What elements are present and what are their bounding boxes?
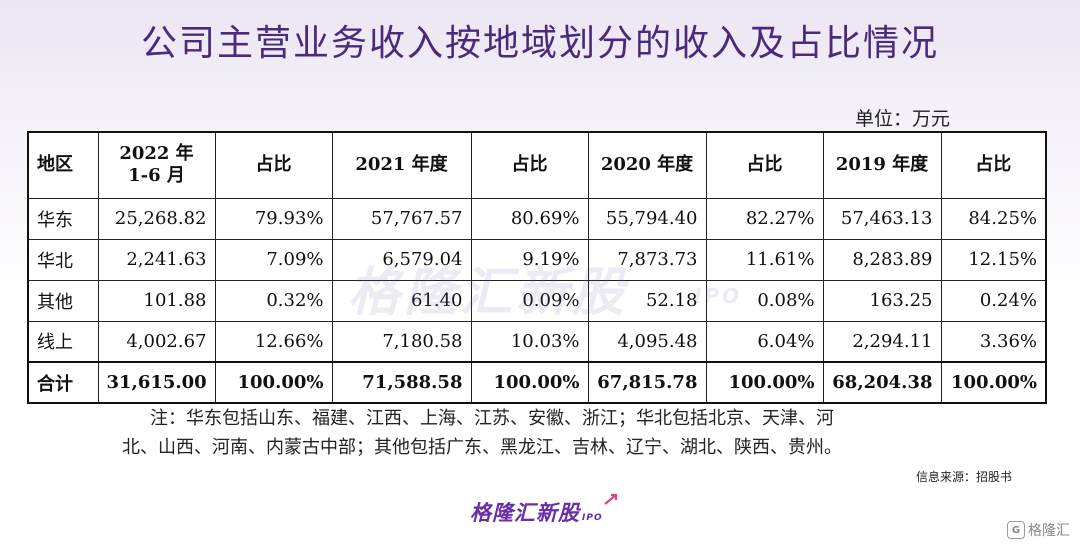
corner-text: 格隆汇 [1028, 523, 1070, 539]
corner-watermark: G 格隆汇 [1007, 520, 1070, 540]
value-cell: 11.61% [705, 238, 824, 281]
footnote-line-1: 注：华东包括山东、福建、江西、上海、江苏、安徽、浙江；华北包括北京、天津、河 [150, 408, 834, 429]
page-title: 公司主营业务收入按地域划分的收入及占比情况 [140, 23, 939, 64]
header-cell: 2022 年 1-6 月 [97, 131, 216, 199]
value-cell: 0.08% [705, 279, 824, 322]
region-cell: 华北 [27, 238, 99, 281]
table-row: 其他 101.88 0.32% 61.40 0.09% 52.18 0.08% … [27, 279, 1047, 322]
value-cell: 79.93% [214, 197, 333, 240]
table-row: 线上 4,002.67 12.66% 7,180.58 10.03% 4,095… [27, 320, 1047, 363]
region-cell: 其他 [27, 279, 99, 322]
table-header-row: 地区 2022 年 1-6 月 占比 2021 年度 占比 2020 年度 占比… [27, 131, 1047, 199]
footnote: 注：华东包括山东、福建、江西、上海、江苏、安徽、浙江；华北包括北京、天津、河 北… [122, 404, 1002, 462]
value-cell: 4,095.48 [587, 320, 707, 363]
value-cell: 25,268.82 [97, 197, 216, 240]
value-cell: 0.32% [214, 279, 333, 322]
revenue-table: 地区 2022 年 1-6 月 占比 2021 年度 占比 2020 年度 占比… [27, 131, 1047, 404]
value-cell: 12.66% [214, 320, 333, 363]
watermark-ipo: IPO [694, 284, 743, 308]
logo-text: 格隆汇新股 [470, 501, 580, 525]
region-cell: 线上 [27, 320, 99, 363]
total-value-cell: 68,204.38 [822, 361, 942, 404]
value-cell: 163.25 [822, 279, 942, 322]
total-value-cell: 31,615.00 [97, 361, 216, 404]
header-cell: 占比 [705, 131, 824, 199]
header-cell: 2019 年度 [822, 131, 942, 199]
header-cell: 2020 年度 [587, 131, 707, 199]
unit-label: 单位：万元 [854, 108, 950, 130]
source-label: 信息来源：招股书 [915, 470, 1012, 484]
brand-logo: 格隆汇新股 IPO [470, 493, 618, 527]
footnote-line-2: 北、山西、河南、内蒙古中部；其他包括广东、黑龙江、吉林、辽宁、湖北、陕西、贵州。 [122, 437, 842, 458]
total-value-cell: 71,588.58 [331, 361, 472, 404]
value-cell: 84.25% [940, 197, 1047, 240]
region-cell: 华东 [27, 197, 99, 240]
table-row: 华东 25,268.82 79.93% 57,767.57 80.69% 55,… [27, 197, 1047, 240]
total-value-cell: 100.00% [214, 361, 333, 404]
value-cell: 57,767.57 [331, 197, 472, 240]
value-cell: 80.69% [470, 197, 589, 240]
header-cell: 地区 [27, 131, 99, 199]
value-cell: 61.40 [331, 279, 472, 322]
value-cell: 7,180.58 [331, 320, 472, 363]
header-cell: 2021 年度 [331, 131, 472, 199]
value-cell: 82.27% [705, 197, 824, 240]
value-cell: 9.19% [470, 238, 589, 281]
total-value-cell: 100.00% [940, 361, 1047, 404]
value-cell: 8,283.89 [822, 238, 942, 281]
value-cell: 0.24% [940, 279, 1047, 322]
value-cell: 12.15% [940, 238, 1047, 281]
value-cell: 4,002.67 [97, 320, 216, 363]
value-cell: 7.09% [214, 238, 333, 281]
total-value-cell: 67,815.78 [587, 361, 707, 404]
value-cell: 6.04% [705, 320, 824, 363]
total-value-cell: 100.00% [470, 361, 589, 404]
value-cell: 7,873.73 [587, 238, 707, 281]
header-cell: 占比 [214, 131, 333, 199]
value-cell: 3.36% [940, 320, 1047, 363]
value-cell: 6,579.04 [331, 238, 472, 281]
value-cell: 101.88 [97, 279, 216, 322]
header-cell: 占比 [470, 131, 589, 199]
value-cell: 57,463.13 [822, 197, 942, 240]
header-cell: 占比 [940, 131, 1047, 199]
value-cell: 10.03% [470, 320, 589, 363]
table-row: 华北 2,241.63 7.09% 6,579.04 9.19% 7,873.7… [27, 238, 1047, 281]
arrow-icon [604, 493, 618, 505]
value-cell: 0.09% [470, 279, 589, 322]
value-cell: 52.18 [587, 279, 707, 322]
value-cell: 2,294.11 [822, 320, 942, 363]
total-value-cell: 100.00% [705, 361, 824, 404]
value-cell: 55,794.40 [587, 197, 707, 240]
total-label-cell: 合计 [27, 361, 99, 404]
value-cell: 2,241.63 [97, 238, 216, 281]
table-total-row: 合计 31,615.00 100.00% 71,588.58 100.00% 6… [27, 361, 1047, 404]
logo-ipo: IPO [582, 513, 603, 523]
brand-icon: G [1007, 521, 1025, 539]
